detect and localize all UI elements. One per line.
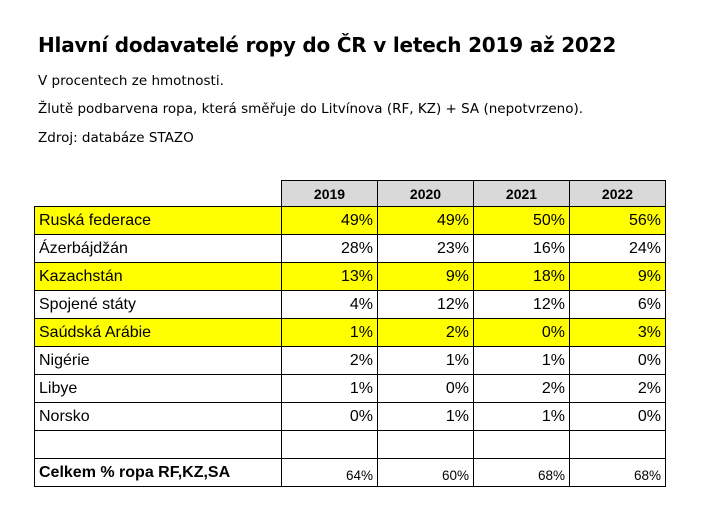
share-value: 0% bbox=[377, 374, 474, 403]
header-row: 2019 2020 2021 2022 bbox=[34, 180, 666, 207]
supplier-name: Libye bbox=[34, 374, 282, 403]
year-header: 2019 bbox=[281, 180, 378, 207]
share-value: 6% bbox=[569, 290, 666, 319]
share-value: 56% bbox=[569, 206, 666, 235]
share-value: 50% bbox=[473, 206, 570, 235]
empty-cell bbox=[281, 430, 378, 459]
table-row: Libye 1% 0% 2% 2% bbox=[34, 374, 666, 403]
share-value: 9% bbox=[569, 262, 666, 291]
table-row: Nigérie 2% 1% 1% 0% bbox=[34, 346, 666, 375]
table-row: Spojené státy 4% 12% 12% 6% bbox=[34, 290, 666, 319]
table-row: Ruská federace 49% 49% 50% 56% bbox=[34, 206, 666, 235]
share-value: 2% bbox=[377, 318, 474, 347]
share-value: 12% bbox=[377, 290, 474, 319]
year-header: 2021 bbox=[473, 180, 570, 207]
share-value: 1% bbox=[281, 374, 378, 403]
share-value: 1% bbox=[281, 318, 378, 347]
table-row: Saúdská Arábie 1% 2% 0% 3% bbox=[34, 318, 666, 347]
share-value: 23% bbox=[377, 234, 474, 263]
total-label: Celkem % ropa RF,KZ,SA bbox=[34, 458, 282, 487]
share-value: 16% bbox=[473, 234, 570, 263]
table-row: Ázerbájdžán 28% 23% 16% 24% bbox=[34, 234, 666, 263]
empty-cell bbox=[377, 430, 474, 459]
supplier-name: Ruská federace bbox=[34, 206, 282, 235]
supplier-name: Ázerbájdžán bbox=[34, 234, 282, 263]
table-row: Norsko 0% 1% 1% 0% bbox=[34, 402, 666, 431]
supplier-name: Nigérie bbox=[34, 346, 282, 375]
empty-cell bbox=[569, 430, 666, 459]
empty-cell bbox=[473, 430, 570, 459]
supplier-name: Spojené státy bbox=[34, 290, 282, 319]
page-title: Hlavní dodavatelé ropy do ČR v letech 20… bbox=[38, 33, 617, 57]
source-line: Zdroj: databáze STAZO bbox=[38, 130, 194, 146]
total-value: 64% bbox=[281, 458, 378, 487]
share-value: 12% bbox=[473, 290, 570, 319]
table-row: Kazachstán 13% 9% 18% 9% bbox=[34, 262, 666, 291]
year-header: 2020 bbox=[377, 180, 474, 207]
empty-cell bbox=[34, 430, 282, 459]
share-value: 2% bbox=[569, 374, 666, 403]
share-value: 28% bbox=[281, 234, 378, 263]
share-value: 13% bbox=[281, 262, 378, 291]
share-value: 24% bbox=[569, 234, 666, 263]
share-value: 1% bbox=[473, 402, 570, 431]
subtitle-line: V procentech ze hmotnosti. bbox=[38, 73, 224, 89]
share-value: 2% bbox=[473, 374, 570, 403]
header-blank-cell bbox=[34, 180, 282, 207]
share-value: 2% bbox=[281, 346, 378, 375]
spacer-row bbox=[34, 430, 666, 459]
supplier-name: Norsko bbox=[34, 402, 282, 431]
share-value: 49% bbox=[281, 206, 378, 235]
total-value: 68% bbox=[473, 458, 570, 487]
share-value: 1% bbox=[473, 346, 570, 375]
note-line: Žlutě podbarvena ropa, která směřuje do … bbox=[38, 101, 584, 117]
share-value: 1% bbox=[377, 402, 474, 431]
share-value: 4% bbox=[281, 290, 378, 319]
total-row: Celkem % ropa RF,KZ,SA 64% 60% 68% 68% bbox=[34, 458, 666, 487]
share-value: 1% bbox=[377, 346, 474, 375]
share-value: 0% bbox=[569, 346, 666, 375]
oil-suppliers-table: 2019 2020 2021 2022 Ruská federace 49% 49%… bbox=[34, 180, 666, 487]
share-value: 0% bbox=[569, 402, 666, 431]
share-value: 0% bbox=[473, 318, 570, 347]
supplier-name: Saúdská Arábie bbox=[34, 318, 282, 347]
share-value: 9% bbox=[377, 262, 474, 291]
share-value: 18% bbox=[473, 262, 570, 291]
share-value: 3% bbox=[569, 318, 666, 347]
total-value: 68% bbox=[569, 458, 666, 487]
year-header: 2022 bbox=[569, 180, 666, 207]
share-value: 49% bbox=[377, 206, 474, 235]
supplier-name: Kazachstán bbox=[34, 262, 282, 291]
share-value: 0% bbox=[281, 402, 378, 431]
total-value: 60% bbox=[377, 458, 474, 487]
